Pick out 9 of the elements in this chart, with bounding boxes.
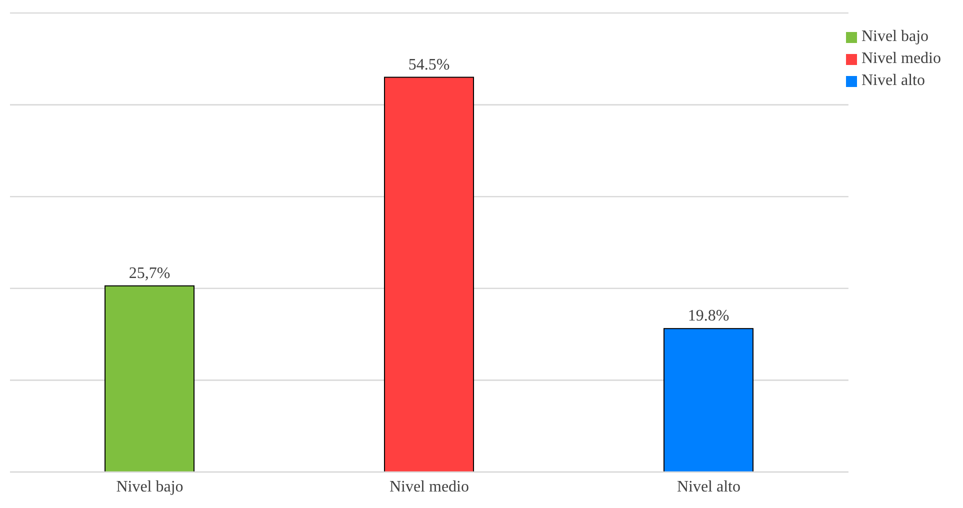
x-tick-label: Nivel medio (389, 478, 469, 496)
data-label: 19.8% (688, 308, 730, 325)
data-label: 54.5% (408, 56, 450, 74)
legend-label: Nivel bajo (861, 28, 929, 45)
data-label: 25,7% (128, 264, 170, 282)
x-tick-label: Nivel alto (676, 478, 740, 496)
legend-label: Nivel alto (861, 72, 925, 89)
legend-label: Nivel medio (861, 50, 941, 67)
x-tick-label: Nivel bajo (116, 478, 184, 496)
